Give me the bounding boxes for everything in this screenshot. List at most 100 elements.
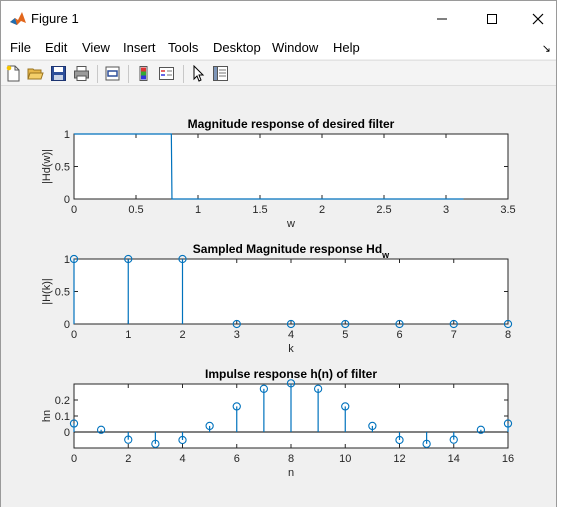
menu-desktop[interactable]: Desktop bbox=[213, 40, 261, 55]
stem-marker bbox=[368, 421, 377, 431]
x-tick-label: 8 bbox=[288, 453, 294, 465]
figure-canvas[interactable]: 0 0.5 1 1.5 2 2.5 3 3.5 0 0.5 1 Magnitude response … bbox=[1, 87, 556, 507]
title-bar[interactable]: Figure 1 bbox=[1, 1, 556, 37]
y-axis-label: hn bbox=[41, 410, 53, 422]
stem-marker bbox=[476, 425, 486, 434]
x-tick-label: 8 bbox=[505, 329, 511, 341]
stem-marker bbox=[178, 254, 187, 264]
menu-view[interactable]: View bbox=[82, 40, 110, 55]
plot-title: Sampled Magnitude response Hdw bbox=[193, 242, 390, 260]
x-tick-label: 2 bbox=[319, 204, 325, 216]
stem-marker bbox=[232, 402, 241, 411]
x-tick-label: 12 bbox=[393, 453, 405, 465]
plot-3: 0 2 4 6 8 10 12 14 16 0 0.1 0.2 Impulse response h(n… bbox=[41, 367, 514, 479]
new-figure-icon[interactable] bbox=[5, 65, 22, 82]
x-tick-label: 0 bbox=[71, 204, 77, 216]
y-tick-label: 0 bbox=[64, 319, 70, 331]
y-tick-label: 0.5 bbox=[55, 162, 70, 174]
x-tick-label: 14 bbox=[448, 453, 460, 465]
stem-marker bbox=[96, 425, 106, 434]
dock-arrow-icon[interactable]: ↘ bbox=[541, 43, 551, 55]
x-tick-label: 2 bbox=[179, 329, 185, 341]
menu-help[interactable]: Help bbox=[333, 40, 360, 55]
x-tick-label: 3 bbox=[443, 204, 449, 216]
open-file-icon[interactable] bbox=[27, 65, 44, 82]
stem-marker bbox=[151, 439, 160, 448]
stem-marker bbox=[395, 319, 404, 329]
y-tick-label: 0.5 bbox=[55, 287, 70, 299]
stem-marker bbox=[69, 254, 79, 264]
x-axis-label: k bbox=[288, 343, 294, 355]
stem-marker bbox=[449, 319, 458, 329]
x-tick-label: 10 bbox=[339, 453, 351, 465]
x-tick-label: 1.5 bbox=[252, 204, 267, 216]
series-line bbox=[74, 133, 464, 200]
y-tick-label: 1 bbox=[64, 254, 70, 266]
stem-marker bbox=[178, 435, 187, 445]
insert-legend-icon[interactable] bbox=[158, 65, 175, 82]
stem-marker bbox=[341, 402, 350, 411]
minimize-icon bbox=[437, 18, 447, 20]
background-window-strip bbox=[557, 36, 564, 156]
x-tick-label: 3.5 bbox=[500, 204, 515, 216]
x-tick-label: 4 bbox=[288, 329, 294, 341]
stem-marker bbox=[124, 254, 133, 264]
stem-marker bbox=[503, 419, 513, 428]
minimize-button[interactable] bbox=[419, 1, 465, 37]
menu-bar: File Edit View Insert Tools Desktop Wind… bbox=[1, 37, 556, 59]
menu-file[interactable]: File bbox=[10, 40, 31, 55]
stem-marker bbox=[124, 435, 133, 444]
stem-marker bbox=[395, 435, 404, 445]
y-tick-label: 0.2 bbox=[55, 395, 70, 407]
y-tick-label: 1 bbox=[64, 129, 70, 141]
stem-marker bbox=[449, 435, 458, 444]
y-axis-label: |Hd(w)| bbox=[41, 149, 53, 184]
close-icon bbox=[532, 13, 544, 25]
plot-title-subscript: w bbox=[381, 250, 390, 260]
toolbar-separator bbox=[183, 65, 184, 83]
y-tick-label: 0 bbox=[64, 427, 70, 439]
stem-marker bbox=[341, 319, 350, 329]
x-tick-label: 7 bbox=[451, 329, 457, 341]
stem-marker bbox=[422, 439, 431, 448]
toolbar-separator bbox=[97, 65, 98, 83]
x-tick-label: 6 bbox=[234, 453, 240, 465]
figure-toolbar bbox=[1, 60, 556, 86]
maximize-button[interactable] bbox=[469, 1, 515, 37]
axes-box bbox=[73, 133, 509, 200]
matlab-logo-icon bbox=[10, 12, 26, 25]
close-button[interactable] bbox=[515, 1, 561, 37]
x-tick-label: 3 bbox=[234, 329, 240, 341]
plot-1: 0 0.5 1 1.5 2 2.5 3 3.5 0 0.5 1 Magnitude response … bbox=[41, 117, 516, 230]
stem-marker bbox=[503, 319, 513, 329]
edit-plot-pointer-icon[interactable] bbox=[190, 65, 207, 82]
save-icon[interactable] bbox=[50, 65, 67, 82]
stem-marker bbox=[286, 379, 296, 388]
figure-plots: 0 0.5 1 1.5 2 2.5 3 3.5 0 0.5 1 Magnitude response … bbox=[41, 117, 516, 479]
y-tick-label: 0.1 bbox=[55, 411, 70, 423]
x-tick-label: 0.5 bbox=[128, 204, 143, 216]
x-axis-label: w bbox=[286, 218, 295, 230]
property-inspector-icon[interactable] bbox=[212, 65, 229, 82]
axes-box bbox=[73, 258, 509, 325]
stem-marker bbox=[286, 319, 296, 329]
x-tick-label: 0 bbox=[71, 329, 77, 341]
plot-title: Impulse response h(n) of filter bbox=[205, 367, 377, 381]
x-tick-label: 2 bbox=[125, 453, 131, 465]
stem-marker bbox=[259, 384, 269, 393]
maximize-icon bbox=[487, 14, 497, 24]
menu-insert[interactable]: Insert bbox=[123, 40, 156, 55]
menu-window[interactable]: Window bbox=[272, 40, 319, 55]
x-tick-label: 1 bbox=[125, 329, 131, 341]
insert-colorbar-icon[interactable] bbox=[136, 65, 153, 82]
x-tick-label: 5 bbox=[342, 329, 348, 341]
menu-edit[interactable]: Edit bbox=[45, 40, 68, 55]
menu-tools[interactable]: Tools bbox=[168, 40, 199, 55]
x-axis-label: n bbox=[288, 467, 294, 479]
print-icon[interactable] bbox=[73, 65, 90, 82]
stem-marker bbox=[69, 419, 79, 428]
y-tick-label: 0 bbox=[64, 194, 70, 206]
link-plot-icon[interactable] bbox=[104, 65, 121, 82]
stem-marker bbox=[205, 421, 214, 431]
x-tick-label: 0 bbox=[71, 453, 77, 465]
